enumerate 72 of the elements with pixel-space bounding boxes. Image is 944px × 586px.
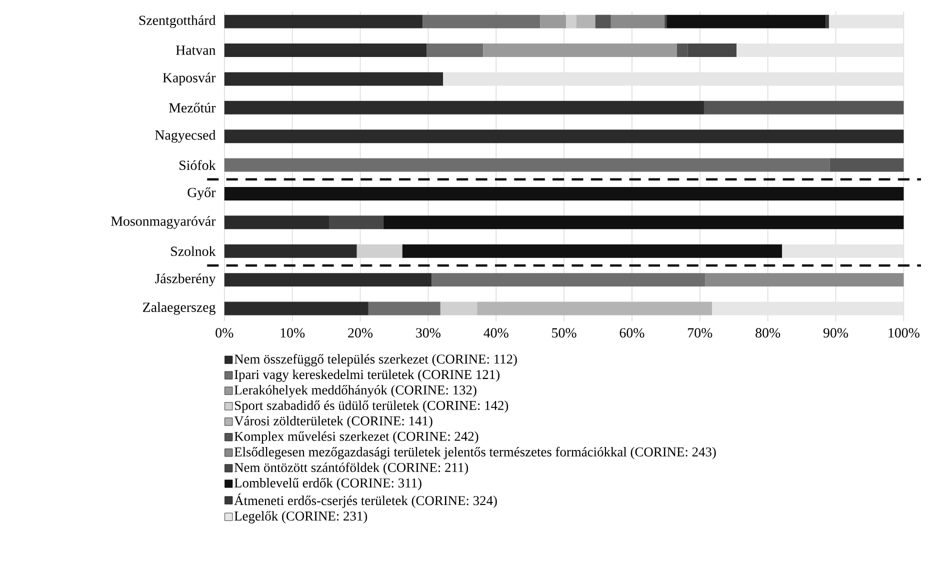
bar (705, 272, 904, 286)
x-tick-label: 30% (416, 328, 440, 338)
bar (224, 244, 357, 258)
bar (224, 72, 444, 86)
legend-label: Lerakóhelyek meddőhányók (CORINE: 132) (234, 384, 476, 398)
bar (224, 186, 904, 200)
bar (666, 14, 826, 28)
bar (329, 216, 384, 230)
legend-label: Komplex művelési szerkezet (CORINE: 242) (234, 431, 478, 444)
bar (224, 43, 427, 57)
legend-label: Lomblevelű erdők (CORINE: 311) (234, 478, 422, 490)
y-tick-label: Győr (188, 187, 216, 200)
y-tick-label: Kaposvár (162, 72, 216, 86)
bar (704, 100, 904, 114)
legend-label: Ipari vagy kereskedelmi területek (CORINE 121) (234, 370, 500, 382)
x-tick-label: 90% (823, 328, 848, 338)
bar (566, 14, 576, 28)
bar (736, 43, 904, 57)
bar (610, 14, 665, 28)
legend-label: Sport szabadidő és üdülő területek (CORINE: 142) (234, 400, 508, 413)
y-tick-label: Siófok (180, 160, 216, 170)
bar (483, 43, 677, 57)
x-tick-label: 50% (552, 328, 576, 338)
bar (828, 14, 904, 28)
bar (688, 43, 737, 57)
bar (576, 14, 596, 28)
x-tick-label: 40% (484, 328, 508, 338)
y-tick-label: Mezőtúr (169, 102, 216, 112)
bar (224, 14, 423, 28)
bar (224, 272, 432, 286)
bar (443, 72, 904, 86)
bar (540, 14, 566, 28)
legend-label: Legelők (CORINE: 231) (234, 511, 368, 524)
bar (712, 302, 904, 316)
bar (224, 216, 330, 230)
bar (422, 14, 540, 28)
legend-label: Elsődlegesen mezőgazdasági területek jelentős természetes formációkkal (CORINE: 243) (234, 446, 716, 460)
x-tick-label: 80% (756, 328, 780, 338)
bar (426, 43, 484, 57)
bar (440, 302, 478, 316)
x-tick-label: 20% (348, 328, 373, 338)
bar (830, 158, 904, 172)
legend-label: Nem összefüggő település szerkezet (CORINE: 112) (234, 354, 517, 366)
bar (224, 129, 904, 143)
bar (782, 244, 904, 258)
legend-label: Városi zöldterületek (CORINE: 141) (234, 416, 432, 428)
y-tick-label: Zalaegerszeg (143, 302, 216, 315)
bar (383, 216, 904, 230)
bar (595, 14, 611, 28)
bar (224, 302, 368, 316)
x-tick-label: 100% (888, 328, 920, 338)
y-tick-label: Jászberény (154, 273, 216, 286)
legend-label: Átmeneti erdős-cserjés területek (CORINE: 324) (234, 493, 497, 508)
y-tick-label: Szolnok (171, 246, 216, 256)
x-tick-label: 10% (280, 328, 305, 338)
x-tick-label: 0% (216, 328, 234, 338)
bar (224, 158, 830, 172)
x-tick-label: 70% (688, 328, 712, 338)
y-tick-label: Hatvan (176, 46, 216, 55)
y-tick-label: Mosonmagyaróvár (111, 216, 216, 229)
x-tick-label: 60% (620, 328, 644, 338)
bar (432, 272, 706, 286)
legend-label: Nem öntözött szántóföldek (CORINE: 211) (234, 462, 468, 475)
bar (368, 302, 440, 316)
bar (224, 100, 704, 114)
bar (676, 43, 688, 57)
bar (356, 244, 402, 258)
bar (477, 302, 712, 316)
y-tick-label: Szentgotthárd (139, 15, 216, 28)
bar (826, 14, 829, 28)
y-tick-label: Nagyecsed (155, 130, 216, 143)
bar (402, 244, 782, 258)
